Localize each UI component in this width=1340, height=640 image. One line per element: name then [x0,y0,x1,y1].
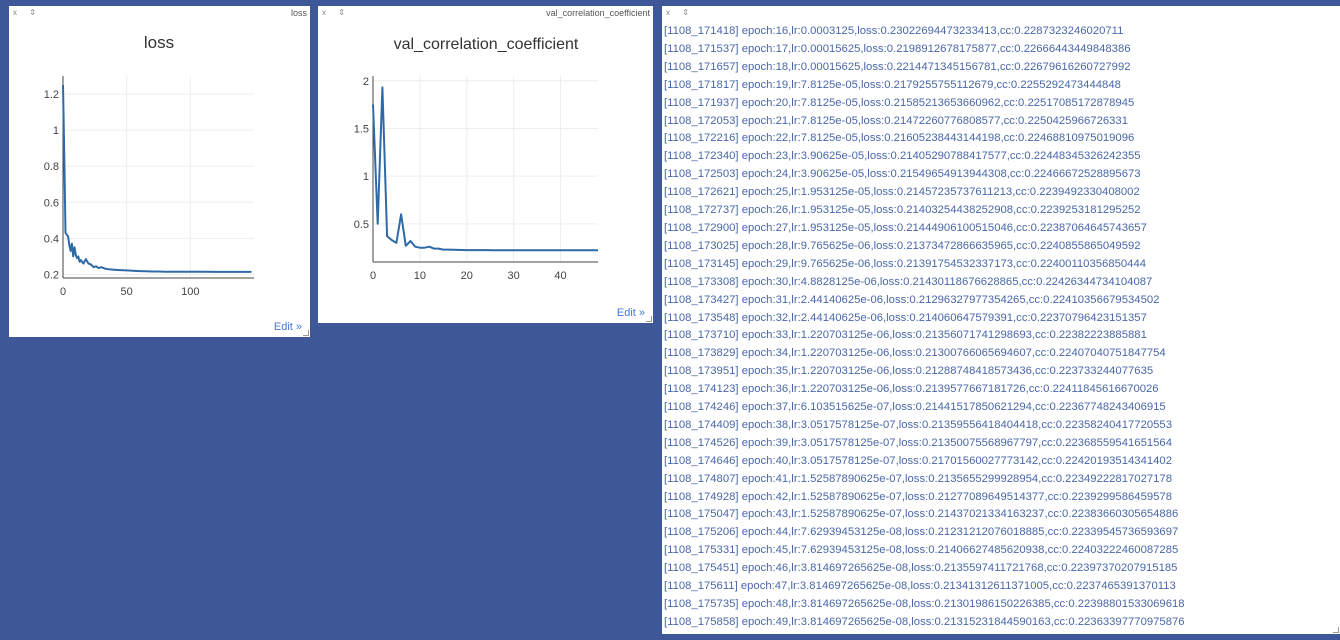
x-tick-label: 30 [508,270,520,282]
log-line: [1108_171657] epoch:18,lr:0.00015625,los… [664,60,1131,73]
log-line: [1108_174123] epoch:36,lr:1.220703125e-0… [664,383,1159,396]
resize-handle-icon[interactable] [646,316,652,322]
log-line: [1108_175858] epoch:49,lr:3.814697265625… [664,615,1185,628]
log-line: [1108_175206] epoch:44,lr:7.62939453125e… [664,526,1179,539]
x-tick-label: 10 [414,270,426,282]
log-line: [1108_175331] epoch:45,lr:7.62939453125e… [664,544,1179,557]
log-line: [1108_174246] epoch:37,lr:6.103515625e-0… [664,401,1166,414]
x-tick-label: 0 [60,286,66,298]
log-lines: [1108_171418] epoch:16,lr:0.0003125,loss… [664,23,1185,632]
log-line: [1108_174409] epoch:38,lr:3.0517578125e-… [664,418,1172,431]
log-line: [1108_175451] epoch:46,lr:3.814697265625… [664,562,1178,575]
log-line: [1108_173025] epoch:28,lr:9.765625e-06,l… [664,239,1141,252]
log-line: [1108_172503] epoch:24,lr:3.90625e-05,lo… [664,168,1141,181]
close-drag-controls[interactable]: x ⇕ [13,8,41,17]
loss-chart-pane: x ⇕ loss loss 0.2 0.4 0.6 0.8 1 1.2 0 50 100 Edit… [9,6,310,337]
log-line: [1108_174807] epoch:41,lr:1.52587890625e… [664,472,1172,485]
log-line: [1108_172216] epoch:22,lr:7.8125e-05,los… [664,132,1135,145]
log-line: [1108_173308] epoch:30,lr:4.8828125e-06,… [664,275,1153,288]
y-tick-label: 1 [363,171,369,183]
log-line: [1108_172900] epoch:27,lr:1.953125e-05,l… [664,221,1147,234]
log-line: [1108_173427] epoch:31,lr:2.44140625e-06… [664,293,1160,306]
x-tick-label: 40 [554,270,566,282]
log-line: [1108_173829] epoch:34,lr:1.220703125e-0… [664,347,1166,360]
y-tick-label: 1.2 [44,89,59,101]
chart-title: val_correlation_coefficient [394,36,579,53]
log-line: [1108_171937] epoch:20,lr:7.8125e-05,los… [664,96,1135,109]
log-line: [1108_175611] epoch:47,lr:3.814697265625… [664,580,1176,593]
y-tick-label: 0.5 [354,219,369,231]
pane-title: loss [290,8,307,18]
log-line: [1108_174928] epoch:42,lr:1.52587890625e… [664,490,1172,503]
log-line: [1108_173710] epoch:33,lr:1.220703125e-0… [664,329,1147,342]
x-tick-label: 100 [181,286,199,298]
resize-handle-icon[interactable] [1333,627,1339,633]
y-tick-label: 1 [53,125,59,137]
log-line: [1108_173548] epoch:32,lr:2.44140625e-06… [664,311,1147,324]
pane-header: x ⇕ loss [9,6,310,20]
pane-title: val_correlation_coefficient [546,8,650,18]
log-line: [1108_172053] epoch:21,lr:7.8125e-05,los… [664,114,1128,127]
y-tick-label: 0.2 [44,269,59,281]
x-tick-label: 50 [121,286,133,298]
log-line: [1108_174646] epoch:40,lr:3.0517578125e-… [664,454,1172,467]
log-line: [1108_171817] epoch:19,lr:7.8125e-05,los… [664,78,1121,91]
log-line: [1108_173951] epoch:35,lr:1.220703125e-0… [664,365,1154,378]
edit-link[interactable]: Edit » [273,321,302,333]
training-log-pane: x ⇕ [1108_171418] epoch:16,lr:0.0003125,… [662,6,1340,634]
series-line [372,86,598,252]
close-drag-controls[interactable]: x ⇕ [322,8,350,17]
y-tick-label: 0.8 [44,161,59,173]
resize-handle-icon[interactable] [303,330,309,336]
y-tick-label: 0.4 [44,233,59,245]
edit-link[interactable]: Edit » [616,307,645,319]
series-line [62,84,252,273]
log-line: [1108_171537] epoch:17,lr:0.00015625,los… [664,42,1131,55]
log-line: [1108_175735] epoch:48,lr:3.814697265625… [664,598,1185,610]
pane-header: x ⇕ [662,6,1340,20]
x-tick-label: 0 [370,270,376,282]
log-line: [1108_172621] epoch:25,lr:1.953125e-05,l… [664,186,1140,199]
y-tick-label: 1.5 [354,123,369,135]
log-line: [1108_172340] epoch:23,lr:3.90625e-05,lo… [664,150,1141,163]
x-tick-label: 20 [461,270,473,282]
log-line: [1108_175047] epoch:43,lr:1.52587890625e… [664,508,1179,521]
y-tick-label: 0.6 [44,197,59,209]
log-line: [1108_173145] epoch:29,lr:9.765625e-06,l… [664,257,1147,270]
loss-chart[interactable]: loss 0.2 0.4 0.6 0.8 1 1.2 0 50 100 [9,6,310,337]
pane-header: x ⇕ val_correlation_coefficient [318,6,653,20]
log-line: [1108_174526] epoch:39,lr:3.0517578125e-… [664,436,1172,449]
chart-title: loss [144,33,174,52]
log-line: [1108_172737] epoch:26,lr:1.953125e-05,l… [664,204,1141,217]
log-line: [1108_171418] epoch:16,lr:0.0003125,loss… [664,25,1124,37]
close-drag-controls[interactable]: x ⇕ [666,8,694,17]
y-tick-label: 2 [363,76,369,88]
val-correlation-chart-pane: x ⇕ val_correlation_coefficient val_corr… [318,6,653,323]
